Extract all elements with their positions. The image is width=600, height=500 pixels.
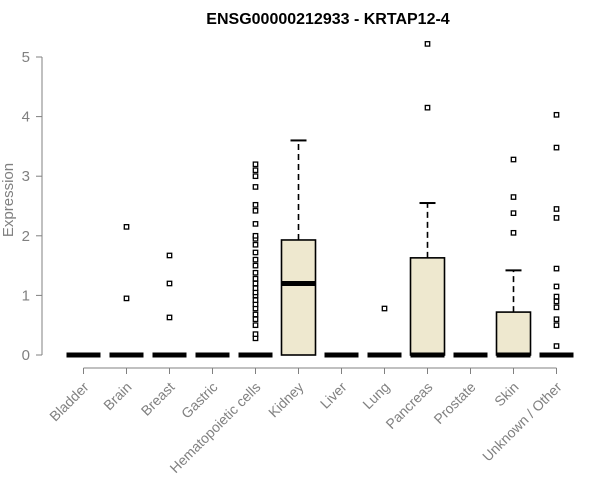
outlier-point [252, 232, 259, 239]
outlier-point [252, 297, 259, 304]
outlier-point [553, 293, 560, 300]
box-group [495, 156, 532, 358]
outlier-point [553, 215, 560, 221]
outlier-point [510, 194, 517, 200]
outlier-point [252, 322, 259, 329]
x-tick-label: Skin [491, 379, 522, 410]
outlier-point [123, 224, 130, 230]
y-tick-label: 1 [22, 287, 30, 304]
x-tick-label: Kidney [265, 379, 307, 421]
x-tick-label: Gastric [178, 379, 221, 422]
outlier-point [553, 206, 560, 212]
box-group [367, 305, 402, 358]
outlier-point [553, 316, 560, 323]
outlier-point [553, 111, 560, 118]
outlier-point [252, 262, 259, 269]
box-group [109, 224, 144, 358]
outlier-point [424, 104, 431, 111]
x-tick-label: Brain [100, 379, 134, 413]
outlier-point [252, 207, 259, 214]
outlier-point [252, 311, 259, 318]
outlier-point [166, 252, 173, 259]
outlier-point [553, 304, 560, 311]
outlier-point [252, 285, 259, 292]
x-tick-label: Liver [317, 379, 350, 412]
box-group [280, 139, 317, 356]
outlier-point [553, 265, 560, 272]
outlier-point [510, 156, 517, 163]
box-group [238, 161, 273, 358]
outlier-point [252, 269, 259, 276]
outlier-point [252, 201, 259, 208]
box-group [539, 111, 574, 358]
box-group [409, 41, 446, 358]
x-tick-label: Pancreas [382, 379, 435, 432]
outlier-point [553, 144, 560, 151]
outlier-point [252, 241, 259, 248]
outlier-point [166, 314, 173, 321]
outlier-point [424, 41, 431, 47]
y-tick-label: 2 [22, 228, 30, 245]
y-tick-label: 0 [22, 347, 30, 364]
plot-area [66, 41, 574, 358]
outlier-point [252, 167, 259, 174]
y-axis: 0 1 2 3 4 5 [22, 49, 43, 364]
outlier-point [166, 280, 173, 287]
outlier-point [123, 295, 130, 302]
outlier-point [252, 316, 259, 323]
x-tick-label: Prostate [430, 379, 478, 427]
outlier-point [252, 161, 259, 168]
outlier-point [252, 331, 259, 337]
outlier-point [381, 305, 388, 312]
y-tick-label: 4 [22, 109, 30, 126]
outlier-point [510, 210, 517, 217]
box [280, 239, 317, 356]
outlier-point [252, 221, 259, 227]
outlier-point [553, 283, 560, 290]
outlier-point [252, 249, 259, 256]
box-group [152, 252, 187, 358]
y-tick-label: 3 [22, 168, 30, 185]
outlier-point [252, 173, 259, 180]
y-tick-label: 5 [22, 49, 30, 66]
outlier-point [553, 298, 560, 305]
x-tick-label: Breast [138, 379, 178, 419]
outlier-point [510, 229, 517, 236]
box [409, 257, 446, 356]
y-axis-label: Expression [0, 163, 17, 237]
outlier-point [252, 256, 259, 263]
outlier-point [252, 280, 259, 287]
x-tick-label: Bladder [46, 379, 92, 425]
chart-title: ENSG00000212933 - KRTAP12-4 [206, 11, 449, 28]
x-tick-label: Unknown / Other [479, 379, 565, 465]
outlier-point [553, 343, 560, 349]
x-tick-label: Lung [359, 379, 392, 412]
outlier-point [553, 322, 560, 329]
outlier-point [252, 275, 259, 282]
box [495, 311, 532, 356]
outlier-point [252, 184, 259, 190]
